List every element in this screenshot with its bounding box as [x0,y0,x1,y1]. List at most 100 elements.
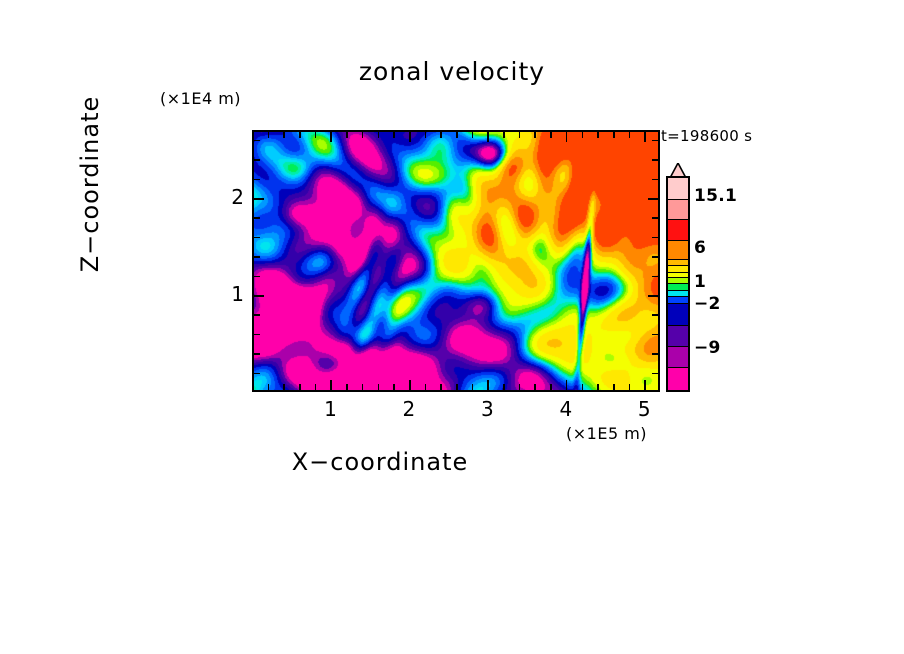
colorbar-band-divider [668,265,688,267]
x-axis-title: X−coordinate [291,448,469,476]
tick-mark [408,380,411,390]
tick-mark [652,372,658,375]
tick-mark [518,132,521,138]
tick-mark [440,132,442,138]
tick-mark [424,384,427,390]
tick-mark [254,139,260,142]
tick-mark [652,217,658,219]
tick-mark [644,132,646,142]
colorbar-band-divider [668,289,688,291]
tick-mark [314,384,317,390]
colorbar-tick-label: −9 [694,338,721,358]
tick-mark [597,384,599,390]
y-axis-title: Z−coordinate [76,95,104,273]
tick-mark [254,178,260,181]
colorbar-band [668,366,688,390]
colorbar-band-divider [668,283,688,285]
colorbar-band [668,219,688,241]
tick-mark [283,132,285,138]
x-tick-label: 2 [402,397,416,421]
tick-mark [581,384,584,390]
tick-mark [503,384,505,390]
tick-mark [267,384,270,390]
tick-mark [254,333,260,336]
colorbar [666,176,690,392]
tick-mark [471,384,474,390]
tick-mark [361,132,364,138]
tick-mark [534,384,537,390]
colorbar-band-divider [668,302,688,304]
colorbar-band [668,277,688,284]
x-axis-unit-label: (×1E5 m) [566,424,648,443]
tick-mark [254,256,260,258]
tick-mark [254,353,260,355]
velocity-field-canvas [254,132,658,390]
colorbar-band-divider [668,239,688,241]
tick-mark [254,159,260,161]
tick-mark [652,139,658,142]
x-tick-label: 3 [481,397,494,421]
colorbar-band-divider [668,219,688,221]
colorbar-tick-label: 15.1 [694,186,738,206]
tick-mark [456,132,458,138]
colorbar-band-divider [668,325,688,327]
tick-mark [487,380,489,390]
colorbar-band [668,258,688,266]
colorbar-tick-label: −2 [694,294,721,314]
tick-mark [487,132,489,142]
colorbar-band [668,178,688,200]
tick-mark [456,384,458,390]
tick-mark [652,178,658,181]
tick-mark [597,132,599,138]
colorbar-band-divider [668,271,688,273]
tick-mark [254,372,260,375]
tick-mark [254,236,260,239]
tick-mark [314,132,317,138]
y-tick-label: 2 [231,184,244,209]
tick-mark [612,132,615,138]
tick-mark [565,380,568,390]
tick-mark [652,275,658,278]
tick-mark [628,132,631,138]
time-annotation: t=198600 s [661,127,753,145]
tick-mark [628,384,631,390]
tick-mark [534,132,537,138]
colorbar-band-divider [668,345,688,347]
tick-mark [254,217,260,219]
tick-mark [648,294,658,297]
colorbar-band [668,325,688,347]
colorbar-arrow-icon [669,163,687,178]
x-tick-label: 1 [324,397,337,421]
colorbar-band [668,345,688,368]
tick-mark [346,384,348,390]
tick-mark [393,132,395,138]
tick-mark [503,132,505,138]
colorbar-band [668,271,688,279]
tick-mark [283,384,285,390]
colorbar-band-divider [668,277,688,279]
colorbar-tick-label: 1 [694,272,707,292]
tick-mark [408,132,411,142]
tick-mark [377,384,380,390]
y-tick-label: 1 [231,281,244,306]
colorbar-band [668,289,688,297]
colorbar-band [668,283,688,291]
tick-mark [644,380,646,390]
tick-mark [652,314,658,316]
tick-mark [299,132,301,138]
tick-mark [648,197,658,200]
tick-mark [440,384,442,390]
tick-mark [346,132,348,138]
tick-mark [471,132,474,138]
tick-mark [652,353,658,355]
colorbar-band [668,296,688,304]
tick-mark [424,132,427,138]
tick-mark [612,384,615,390]
tick-mark [652,159,658,161]
tick-mark [550,132,552,138]
tick-mark [267,132,270,138]
tick-mark [652,333,658,336]
tick-mark [652,256,658,258]
tick-mark [330,380,333,390]
tick-mark [361,384,364,390]
